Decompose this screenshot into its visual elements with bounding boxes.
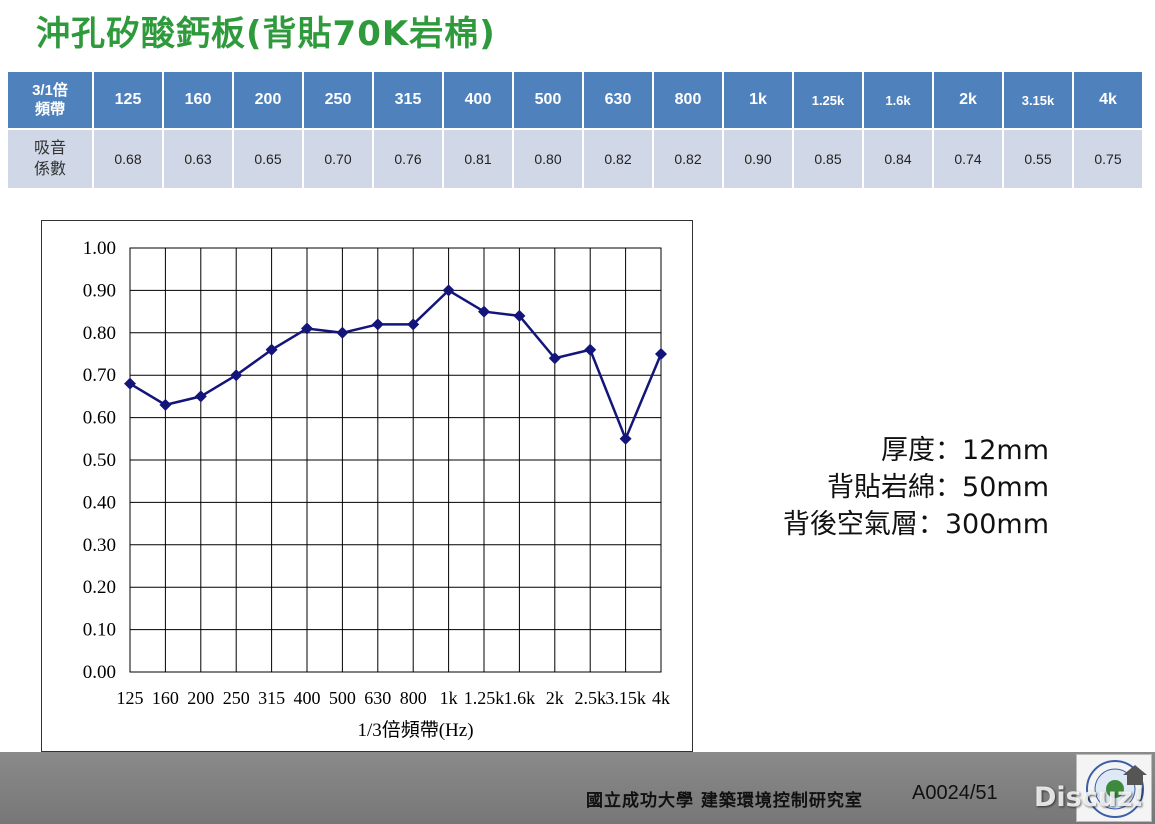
x-tick-label: 1k <box>440 688 458 708</box>
table-cell: 0.65 <box>234 130 302 188</box>
x-tick-label: 4k <box>652 688 670 708</box>
x-tick-label: 1.6k <box>504 688 536 708</box>
series-line <box>129 288 663 443</box>
table-header-cell: 315 <box>374 72 442 128</box>
x-tick-label: 125 <box>117 688 144 708</box>
page-title: 沖孔矽酸鈣板(背貼70K岩棉) <box>36 14 496 54</box>
table-cell: 0.84 <box>864 130 932 188</box>
table-header-cell: 2k <box>934 72 1002 128</box>
x-tick-label: 2.5k <box>574 688 606 708</box>
watermark: Discuz! <box>1034 782 1145 813</box>
table-cell: 0.74 <box>934 130 1002 188</box>
table-cell: 0.80 <box>514 130 582 188</box>
x-tick-label: 250 <box>223 688 250 708</box>
y-tick-label: 0.30 <box>83 535 116 556</box>
table-cell: 0.70 <box>304 130 372 188</box>
table-cell: 0.68 <box>94 130 162 188</box>
page-number: A0024/51 <box>912 782 998 804</box>
data-point <box>442 284 455 297</box>
y-tick-label: 0.60 <box>83 408 116 429</box>
table-header-cell: 4k <box>1074 72 1142 128</box>
data-point <box>655 348 667 360</box>
table-cell: 0.82 <box>584 130 652 188</box>
y-tick-label: 0.70 <box>83 365 116 386</box>
absorption-table: 3/1倍 頻帶 125 160 200 250 315 400 500 630 800 1k 1.25k… <box>6 70 1144 190</box>
table-header-cell: 1k <box>724 72 792 128</box>
data-point <box>265 343 278 356</box>
x-axis-title: 1/3倍頻帶(Hz) <box>357 719 473 741</box>
x-tick-label: 400 <box>294 688 321 708</box>
y-tick-label: 0.50 <box>83 450 116 471</box>
data-point <box>301 322 313 335</box>
y-tick-label: 0.90 <box>83 280 116 301</box>
absorption-chart: 0.00 0.10 0.20 0.30 0.40 0.50 0.60 0.70 0.80 0.90… <box>41 220 693 752</box>
spec-thickness: 厚度：12mm <box>881 435 1049 466</box>
table-header-cell: 630 <box>584 72 652 128</box>
x-tick-label: 315 <box>258 688 285 708</box>
data-point <box>194 390 207 403</box>
table-header-label: 3/1倍 頻帶 <box>8 72 92 128</box>
chart-svg: 0.00 0.10 0.20 0.30 0.40 0.50 0.60 0.70 0.80 0.90… <box>83 238 670 741</box>
table-row-label: 吸音 係數 <box>8 130 92 188</box>
table-cell: 0.85 <box>794 130 862 188</box>
data-point <box>124 377 136 390</box>
data-point <box>371 318 384 331</box>
table-header-cell: 200 <box>234 72 302 128</box>
x-tick-label: 160 <box>152 688 179 708</box>
table-header-cell: 160 <box>164 72 232 128</box>
table-header-cell: 1.25k <box>794 72 862 128</box>
table-header-cell: 1.6k <box>864 72 932 128</box>
y-tick-label: 0.80 <box>83 323 116 344</box>
table-header-cell: 400 <box>444 72 512 128</box>
x-tick-label: 1.25k <box>464 688 505 708</box>
data-point <box>619 432 632 445</box>
data-point <box>584 343 597 356</box>
footer: 國立成功大學 建築環境控制研究室 A0024/51 Discuz! <box>0 752 1155 824</box>
data-point <box>336 326 349 339</box>
table-cell: 0.55 <box>1004 130 1072 188</box>
seal-icon <box>1086 760 1147 818</box>
table-header-cell: 3.15k <box>1004 72 1072 128</box>
x-tick-label: 500 <box>329 688 356 708</box>
table-header-row: 3/1倍 頻帶 125 160 200 250 315 400 500 630 800 1k 1.25k… <box>8 72 1142 128</box>
lab-name: 國立成功大學 建築環境控制研究室 <box>586 791 863 811</box>
y-tick-label: 1.00 <box>83 238 116 259</box>
table-header-cell: 800 <box>654 72 722 128</box>
table-header-cell: 125 <box>94 72 162 128</box>
y-tick-label: 0.10 <box>83 620 116 641</box>
data-point <box>548 352 561 365</box>
table-cell: 0.75 <box>1074 130 1142 188</box>
spec-block: 厚度：12mm 背貼岩綿：50mm 背後空氣層：300mm <box>783 432 1049 543</box>
spec-backing-wool: 背貼岩綿：50mm <box>827 472 1049 503</box>
y-tick-label: 0.40 <box>83 492 116 513</box>
table-row: 吸音 係數 0.68 0.63 0.65 0.70 0.76 0.81 0.80 0.82 0.82… <box>8 130 1142 188</box>
y-tick-label: 0.20 <box>83 577 116 598</box>
data-point <box>513 309 526 322</box>
table-cell: 0.76 <box>374 130 442 188</box>
y-tick-label: 0.00 <box>83 662 116 683</box>
data-point <box>230 369 243 382</box>
data-point <box>407 318 420 331</box>
x-tick-label: 630 <box>364 688 391 708</box>
table-cell: 0.81 <box>444 130 512 188</box>
x-tick-label: 200 <box>187 688 214 708</box>
table-header-cell: 250 <box>304 72 372 128</box>
x-tick-label: 3.15k <box>605 688 646 708</box>
spec-air-gap: 背後空氣層：300mm <box>782 509 1049 540</box>
x-tick-label: 2k <box>546 688 564 708</box>
table-cell: 0.63 <box>164 130 232 188</box>
x-tick-label: 800 <box>400 688 427 708</box>
table-cell: 0.82 <box>654 130 722 188</box>
university-logo <box>1076 754 1152 822</box>
data-point <box>478 305 490 318</box>
table-header-cell: 500 <box>514 72 582 128</box>
table-cell: 0.90 <box>724 130 792 188</box>
data-point <box>159 398 172 411</box>
